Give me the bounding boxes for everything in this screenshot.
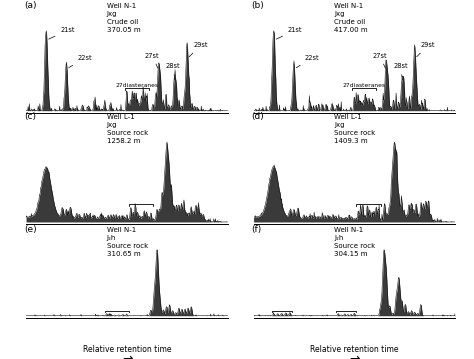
Text: Well L-1
Jxg
Source rock
1258.2 m: Well L-1 Jxg Source rock 1258.2 m (107, 114, 148, 144)
Text: Well L-1
Jxg
Source rock
1409.3 m: Well L-1 Jxg Source rock 1409.3 m (334, 114, 375, 144)
Text: (e): (e) (24, 225, 36, 234)
Text: 29st: 29st (189, 42, 208, 57)
Text: 29st: 29st (417, 42, 435, 57)
Text: Well N-1
J₂h
Source rock
310.65 m: Well N-1 J₂h Source rock 310.65 m (107, 227, 148, 257)
Text: 22st: 22st (296, 55, 319, 68)
Text: →: → (122, 353, 132, 359)
Text: 21st: 21st (276, 27, 302, 39)
Text: Well N-1
J₂h
Source rock
304.15 m: Well N-1 J₂h Source rock 304.15 m (334, 227, 375, 257)
Text: →: → (349, 353, 360, 359)
Text: Well N-1
Jxg
Crude oil
417.00 m: Well N-1 Jxg Crude oil 417.00 m (334, 3, 368, 33)
Text: 27st: 27st (145, 53, 160, 68)
Text: 28st: 28st (393, 63, 408, 80)
Text: 27st: 27st (373, 53, 387, 68)
Text: Relative retention time: Relative retention time (83, 345, 171, 354)
Text: 21st: 21st (49, 27, 75, 39)
Text: Relative retention time: Relative retention time (310, 345, 399, 354)
Text: Well N-1
Jxg
Crude oil
370.05 m: Well N-1 Jxg Crude oil 370.05 m (107, 3, 140, 33)
Text: 22st: 22st (69, 55, 92, 68)
Text: 27diasteranes: 27diasteranes (115, 83, 158, 88)
Text: (c): (c) (24, 112, 36, 121)
Text: 28st: 28st (166, 63, 181, 80)
Text: 27diasteranes: 27diasteranes (343, 83, 386, 88)
Text: (d): (d) (252, 112, 264, 121)
Text: (b): (b) (252, 0, 264, 10)
Text: (a): (a) (24, 0, 36, 10)
Text: (f): (f) (252, 225, 262, 234)
